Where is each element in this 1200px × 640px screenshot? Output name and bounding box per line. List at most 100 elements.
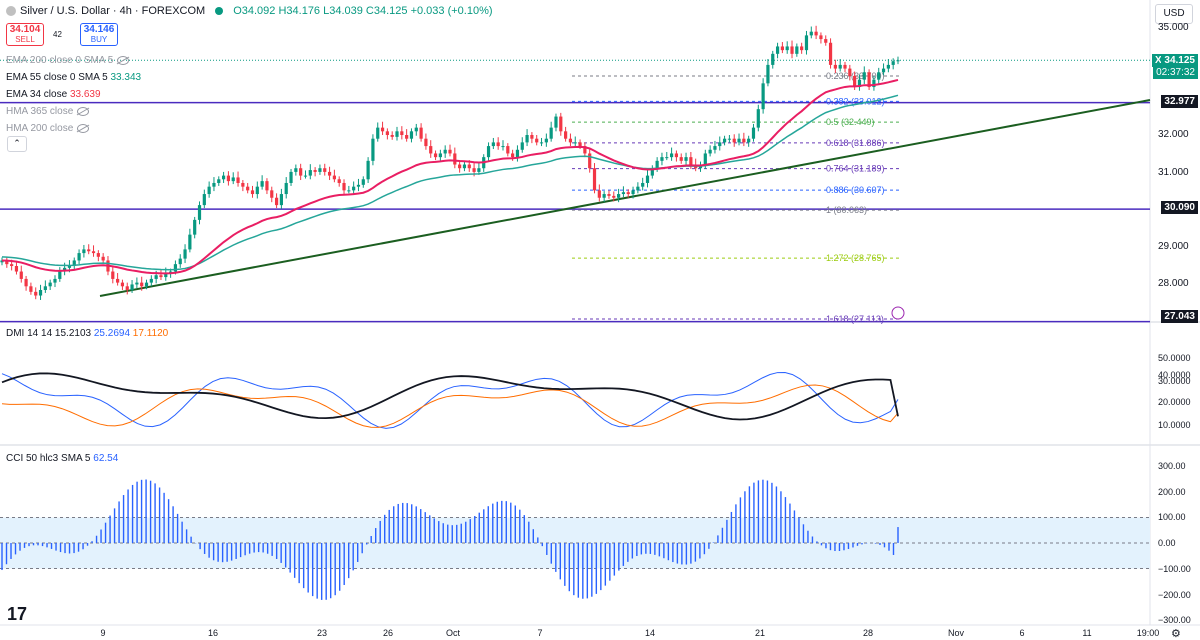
alert-icon (891, 306, 905, 320)
candle-body (559, 116, 563, 132)
time-label: 6 (1019, 628, 1024, 638)
price-tick: 32.000 (1158, 129, 1189, 140)
fib-level-label: 0.886 (30.607) (826, 185, 885, 195)
cci-tick: −100.00 (1158, 564, 1191, 574)
candle-body (433, 153, 438, 158)
candle-body (515, 149, 520, 158)
candle-body (366, 160, 370, 180)
settings-gear-icon[interactable]: ⚙ (1171, 628, 1181, 640)
sell-button[interactable]: 34.104 SELL (6, 23, 44, 46)
candle-body (221, 175, 226, 180)
candle-body (236, 177, 240, 183)
candle-body (356, 184, 361, 187)
time-label: 26 (383, 628, 393, 638)
indicator-ema55[interactable]: EMA 55 close 0 SMA 5 33.343 (6, 72, 141, 83)
candle-body (766, 64, 770, 84)
candle-body (313, 170, 317, 172)
fib-level-label: 0.5 (32.449) (826, 117, 875, 127)
candle-body (265, 181, 269, 191)
candle-body (607, 194, 611, 196)
candle-body (19, 271, 23, 279)
candle-body (385, 131, 389, 136)
candle-body (270, 190, 274, 198)
candle-body (790, 46, 794, 54)
candle-body (342, 182, 346, 191)
time-label: 28 (863, 628, 873, 638)
candle-body (274, 197, 279, 206)
candle-body (881, 68, 886, 73)
candle-body (380, 127, 385, 132)
candle-body (631, 190, 635, 195)
candle-body (785, 46, 789, 51)
hma365-label: HMA 365 close (6, 106, 74, 117)
candle-body (294, 168, 298, 172)
price-tick: 31.000 (1158, 167, 1189, 178)
candle-body (352, 186, 356, 191)
level-tag-1: 32.977 (1161, 95, 1198, 108)
candle-body (592, 168, 597, 191)
candle-body (568, 138, 573, 143)
candle-body (188, 234, 192, 250)
candle-body (448, 149, 452, 154)
candle-body (144, 282, 149, 287)
candle-body (453, 153, 457, 165)
symbol-title[interactable]: Silver / U.S. Dollar · 4h · FOREXCOM (20, 5, 206, 17)
dmi-label: DMI 14 14 (6, 328, 53, 339)
symbol-header: Silver / U.S. Dollar · 4h · FOREXCOM O34… (6, 5, 493, 17)
candle-body (424, 138, 428, 147)
candle-body (173, 264, 178, 272)
time-label: 21 (755, 628, 765, 638)
candle-body (713, 146, 717, 150)
hidden-eye-icon[interactable] (77, 123, 90, 133)
fib-level-label: 1.272 (28.765) (826, 253, 885, 263)
candle-body (361, 179, 365, 185)
candle-body (24, 278, 28, 287)
candle-body (857, 79, 862, 88)
indicator-hma200[interactable]: HMA 200 close (6, 123, 90, 134)
candle-body (722, 138, 727, 143)
candle-body (751, 127, 756, 139)
fib-level-label: 1 (30.063) (826, 205, 867, 215)
candle-body (665, 157, 669, 159)
candle-body (578, 142, 582, 147)
candle-body (164, 273, 168, 278)
candle-body (544, 138, 548, 143)
candle-body (564, 131, 568, 139)
hidden-eye-icon[interactable] (77, 106, 90, 116)
indicator-ema34[interactable]: EMA 34 close 33.639 (6, 89, 101, 100)
candle-body (650, 168, 654, 176)
dmi-tick: 40.0000 (1158, 370, 1191, 380)
candle-body (111, 271, 115, 279)
candle-body (756, 109, 760, 128)
candle-body (617, 194, 621, 198)
candle-body (43, 286, 47, 290)
candle-body (38, 289, 43, 296)
level-tag-3: 27.043 (1161, 310, 1198, 323)
candle-body (193, 219, 197, 235)
dmi-legend[interactable]: DMI 14 14 15.2103 25.2694 17.1120 (6, 328, 168, 339)
candle-body (554, 116, 558, 128)
candle-body (819, 35, 823, 40)
candle-body (303, 175, 308, 177)
candle-body (583, 146, 587, 154)
candle-body (530, 135, 534, 139)
currency-selector[interactable]: USD (1155, 4, 1193, 24)
candle-body (178, 258, 182, 265)
dmi-minus-di: 17.1120 (132, 328, 169, 339)
hidden-eye-icon[interactable] (117, 55, 130, 65)
tradingview-logo-icon[interactable]: 17 (7, 604, 28, 624)
buy-button[interactable]: 34.146 BUY (80, 23, 118, 46)
cci-legend[interactable]: CCI 50 hlc3 SMA 5 62.54 (6, 453, 118, 464)
collapse-indicators-button[interactable]: ⌃ (7, 136, 27, 152)
candle-body (645, 175, 650, 183)
indicator-ema200[interactable]: EMA 200 close 0 SMA 5 (6, 55, 130, 66)
indicator-hma365[interactable]: HMA 365 close (6, 106, 90, 117)
time-label: 11 (1082, 628, 1091, 638)
candle-body (491, 142, 495, 147)
candle-body (246, 186, 250, 191)
dmi-adx: 15.2103 (54, 328, 92, 339)
candle-body (255, 186, 259, 195)
candle-body (400, 131, 404, 136)
